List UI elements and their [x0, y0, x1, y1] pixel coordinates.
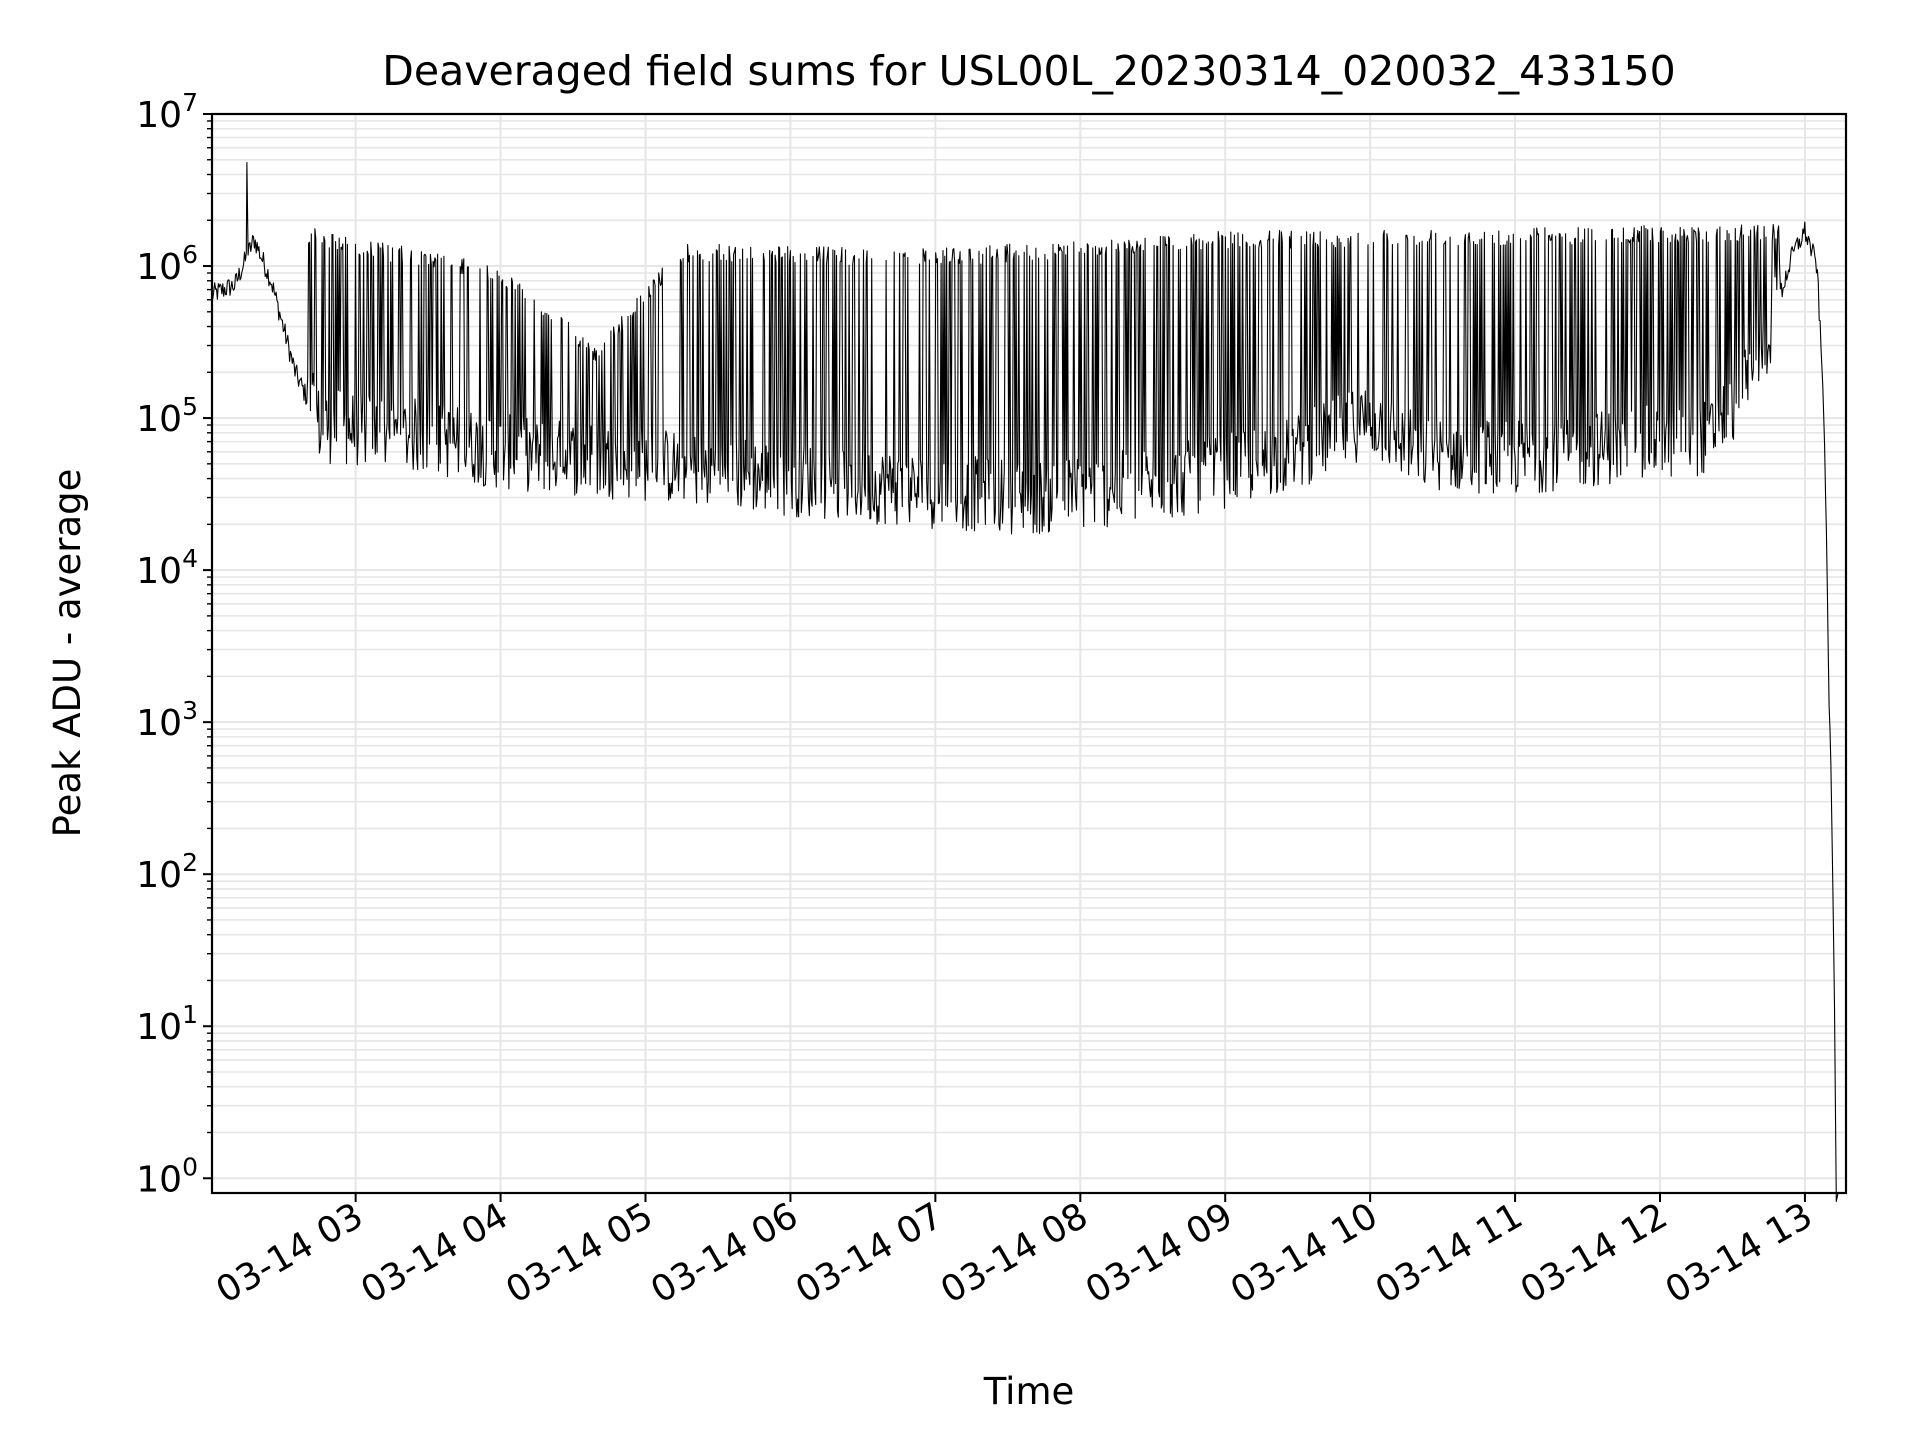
y-tick-label: 104: [136, 544, 198, 592]
y-tick-label: 102: [136, 848, 198, 896]
y-tick-exponent: 6: [182, 240, 198, 269]
y-tick-exponent: 2: [182, 848, 198, 877]
y-tick-label: 106: [136, 240, 198, 288]
y-tick-exponent: 5: [182, 392, 198, 421]
y-tick-label: 101: [136, 1000, 198, 1048]
y-tick-exponent: 4: [182, 544, 198, 573]
y-tick-label: 100: [136, 1152, 198, 1200]
y-tick-base: 10: [136, 1007, 182, 1048]
y-tick-exponent: 3: [182, 696, 198, 725]
chart-title: Deaveraged field sums for USL00L_2023031…: [382, 47, 1675, 95]
x-axis-label: Time: [983, 1370, 1075, 1413]
series-line: [211, 161, 1839, 1202]
y-tick-base: 10: [136, 1159, 182, 1200]
y-tick-exponent: 1: [182, 1000, 198, 1029]
y-tick-base: 10: [136, 399, 182, 440]
axes-frame: [210, 112, 1848, 1195]
y-tick-exponent: 7: [182, 88, 198, 117]
grid: [212, 113, 1846, 1193]
y-tick-base: 10: [136, 551, 182, 592]
y-tick-base: 10: [136, 703, 182, 744]
y-tick-label: 103: [136, 696, 198, 744]
y-tick-base: 10: [136, 95, 182, 136]
y-tick-label: 105: [136, 392, 198, 440]
y-tick-label: 107: [136, 88, 198, 136]
y-tick-exponent: 0: [182, 1152, 198, 1181]
y-tick-base: 10: [136, 247, 182, 288]
plot-area: [211, 161, 1839, 1202]
y-tick-base: 10: [136, 855, 182, 896]
y-axis-label: Peak ADU - average: [46, 469, 89, 838]
